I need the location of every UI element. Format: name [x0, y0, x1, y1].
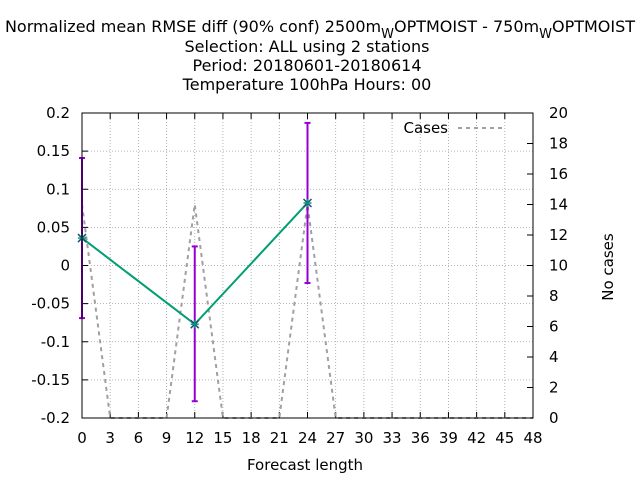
chart-title: Normalized mean RMSE diff (90% conf) 250…	[5, 17, 635, 94]
y-tick-label: 0	[60, 257, 70, 275]
y2-tick-label: 12	[549, 226, 568, 244]
y2-axis-label: No cases	[599, 233, 617, 301]
title-part-3: OPTMOIST	[552, 17, 635, 36]
y2-tick-label: 8	[549, 287, 559, 305]
legend-label-cases: Cases	[403, 119, 448, 137]
y2-tick-label: 4	[549, 348, 559, 366]
title-line-4: Temperature 100hPa Hours: 00	[182, 75, 432, 94]
y-tick-label: 0.05	[37, 218, 70, 236]
y2-tick-label: 20	[549, 104, 568, 122]
y2-tick-label: 18	[549, 135, 568, 153]
y2-tick-label: 14	[549, 196, 568, 214]
y2-tick-label: 16	[549, 165, 568, 183]
title-line-2: Selection: ALL using 2 stations	[184, 37, 429, 56]
x-tick-label: 18	[242, 429, 261, 447]
x-tick-label: 27	[326, 429, 345, 447]
y2-tick-label: 2	[549, 379, 559, 397]
x-tick-label: 6	[134, 429, 144, 447]
data-point	[190, 319, 200, 329]
y-axis-ticks: 0.2 0.15 0.1 0.05 0 -0.05 -0.1 -0.15 -0.2	[31, 104, 88, 427]
title-line-1: Normalized mean RMSE diff (90% conf) 250…	[5, 17, 635, 42]
x-tick-label: 30	[354, 429, 373, 447]
title-sub-1: W	[381, 27, 394, 42]
x-axis-ticks: 0 3 6 9 12 15 18 21 24 27 30 33 36 39 42 45 48	[77, 113, 543, 447]
x-tick-label: 48	[523, 429, 542, 447]
x-tick-label: 12	[185, 429, 204, 447]
y-tick-label: -0.1	[41, 333, 70, 351]
y-tick-label: 0.1	[46, 180, 70, 198]
y2-tick-label: 0	[549, 409, 559, 427]
y-tick-label: 0.2	[46, 104, 70, 122]
title-part-1: Normalized mean RMSE diff (90% conf) 250…	[5, 17, 381, 36]
plot-border	[81, 112, 534, 419]
series-layer	[77, 121, 533, 419]
y-tick-label: -0.2	[41, 409, 70, 427]
y2-tick-label: 6	[549, 318, 559, 336]
legend: Cases	[403, 119, 506, 137]
x-tick-label: 15	[213, 429, 232, 447]
y-tick-label: -0.05	[31, 295, 70, 313]
x-tick-label: 21	[270, 429, 289, 447]
data-point	[302, 198, 313, 208]
title-part-2: OPTMOIST - 750m	[394, 17, 539, 36]
x-tick-label: 45	[495, 429, 514, 447]
y-tick-label: -0.15	[31, 371, 70, 389]
x-tick-label: 33	[383, 429, 402, 447]
x-tick-label: 0	[77, 429, 87, 447]
x-tick-label: 42	[467, 429, 486, 447]
x-axis-label: Forecast length	[247, 456, 363, 474]
y-tick-label: 0.15	[37, 142, 70, 160]
x-tick-label: 39	[439, 429, 458, 447]
title-line-3: Period: 20180601-20180614	[192, 56, 421, 75]
title-sub-2: W	[539, 27, 552, 42]
x-tick-label: 3	[105, 429, 115, 447]
x-tick-label: 36	[411, 429, 430, 447]
x-tick-label: 24	[298, 429, 317, 447]
x-tick-label: 9	[162, 429, 172, 447]
y2-tick-label: 10	[549, 257, 568, 275]
